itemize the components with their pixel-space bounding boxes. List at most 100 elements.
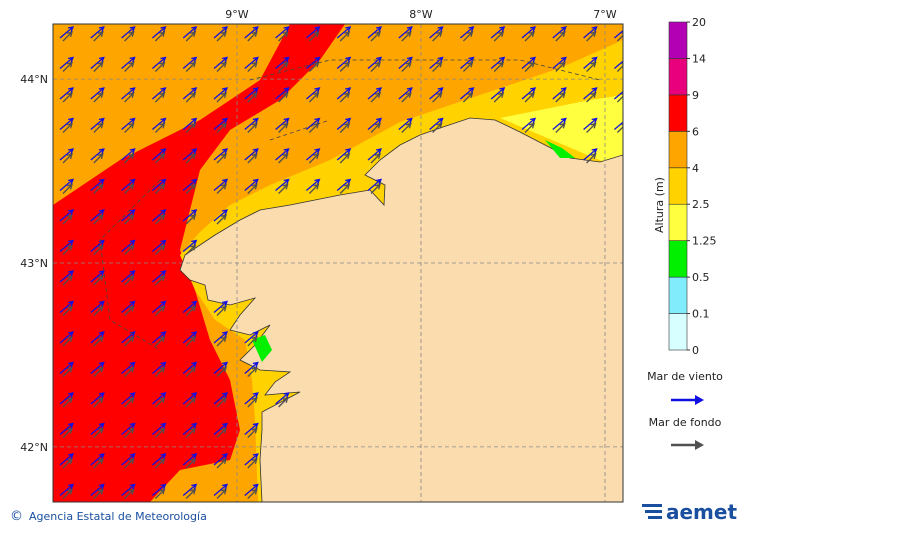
colorbar-tick-label: 9 — [692, 89, 699, 102]
wave-arrow — [278, 92, 289, 103]
wave-arrow — [555, 61, 566, 72]
wave-arrow — [275, 87, 290, 100]
wave-arrow — [583, 148, 598, 161]
wave-arrow — [305, 56, 321, 69]
wave-arrow — [90, 56, 105, 69]
land — [179, 117, 623, 502]
wave-arrow — [339, 31, 351, 42]
wave-arrow — [524, 61, 535, 72]
footer: © Agencia Estatal de Meteorología aemet — [10, 500, 737, 524]
wave-arrow — [185, 183, 197, 194]
wave-arrow — [121, 392, 136, 405]
wave-arrow — [216, 183, 227, 194]
wave-arrow — [244, 148, 259, 161]
wave-arrow — [213, 117, 229, 130]
wave-arrow — [213, 422, 229, 435]
wave-arrow — [90, 300, 105, 313]
wave-arrow — [121, 270, 136, 283]
sea-red — [53, 24, 345, 502]
wave-arrow — [552, 56, 567, 69]
wave-arrow — [182, 300, 198, 313]
wave-arrow — [524, 92, 535, 103]
wave-arrow — [336, 148, 352, 161]
wave-arrow — [524, 31, 535, 42]
wave-arrow — [62, 92, 73, 103]
wave-arrow — [552, 117, 567, 130]
wave-arrow — [247, 488, 258, 499]
colorbar-tick-label: 4 — [692, 162, 699, 175]
colorbar-tick-label: 0.5 — [692, 271, 710, 284]
wave-arrow — [398, 87, 413, 100]
wave-arrow — [93, 458, 104, 469]
wave-arrow — [93, 427, 104, 438]
colorbar-tick-label: 1.25 — [692, 235, 717, 248]
wave-arrow — [613, 27, 623, 39]
wave-arrow — [216, 61, 227, 72]
wave-arrow — [62, 31, 73, 42]
wave-arrow — [62, 244, 73, 255]
map — [53, 24, 623, 502]
wave-arrow — [244, 331, 259, 344]
wave-arrow — [336, 56, 352, 69]
wave-arrow — [185, 336, 197, 347]
lon-tick-label: 9°W — [225, 8, 248, 21]
legend: Mar de viento Mar de fondo — [647, 370, 723, 450]
wave-arrow — [244, 56, 259, 69]
wave-arrow — [62, 458, 73, 469]
wave-arrow — [90, 270, 105, 283]
colorbar-segment — [668, 94, 688, 132]
wave-arrow — [213, 392, 229, 405]
wave-arrow — [247, 122, 258, 133]
wave-arrow — [216, 366, 227, 377]
wave-arrow — [151, 56, 167, 69]
wave-arrow — [586, 31, 597, 42]
wave-arrow — [213, 148, 229, 161]
wave-arrow — [586, 122, 597, 133]
lat-tick-label: 44°N — [20, 73, 48, 86]
wave-arrow — [151, 453, 167, 466]
wave-arrow — [247, 366, 258, 377]
wave-arrow — [124, 122, 135, 133]
wave-arrow — [154, 458, 166, 469]
wave-arrow — [59, 300, 75, 313]
wave-arrow — [244, 361, 259, 374]
wave-arrow — [247, 397, 258, 408]
wave-arrow — [59, 270, 75, 283]
wave-arrow — [62, 397, 73, 408]
wave-arrow — [154, 305, 166, 316]
wave-arrow — [121, 300, 136, 313]
wave-arrow — [586, 153, 597, 164]
wave-arrow — [524, 122, 535, 133]
wave-arrow — [247, 427, 258, 438]
map-ticks: 9°W 8°W 7°W 44°N 43°N 42°N — [20, 8, 617, 454]
wave-arrow — [90, 148, 105, 161]
wave-arrow — [370, 122, 381, 133]
logo-text: aemet — [666, 500, 737, 524]
wave-arrow — [62, 427, 73, 438]
wave-arrow — [429, 26, 444, 39]
wave-arrow — [154, 275, 166, 286]
wave-arrow — [493, 31, 505, 42]
colorbar-segment — [668, 203, 688, 241]
wave-arrow — [90, 453, 105, 466]
wave-arrow — [275, 117, 290, 130]
wave-arrow — [121, 56, 136, 69]
wave-arrow — [121, 209, 136, 222]
wave-arrow — [244, 392, 259, 405]
wave-arrow — [93, 214, 104, 225]
wave-arrow — [216, 458, 227, 469]
wave-arrow — [370, 31, 381, 42]
wave-arrow — [62, 275, 73, 286]
wave-arrow — [586, 61, 597, 72]
wave-arrow — [182, 26, 198, 39]
wave-arrow — [216, 122, 227, 133]
legend-label: Mar de viento — [647, 370, 723, 383]
wave-arrow — [154, 183, 166, 194]
wave-arrow — [367, 178, 383, 191]
wave-arrow — [367, 148, 383, 161]
wave-arrow — [182, 453, 198, 466]
wave-arrow — [93, 275, 104, 286]
wave-arrow — [185, 305, 197, 316]
wave-arrow — [213, 483, 229, 496]
